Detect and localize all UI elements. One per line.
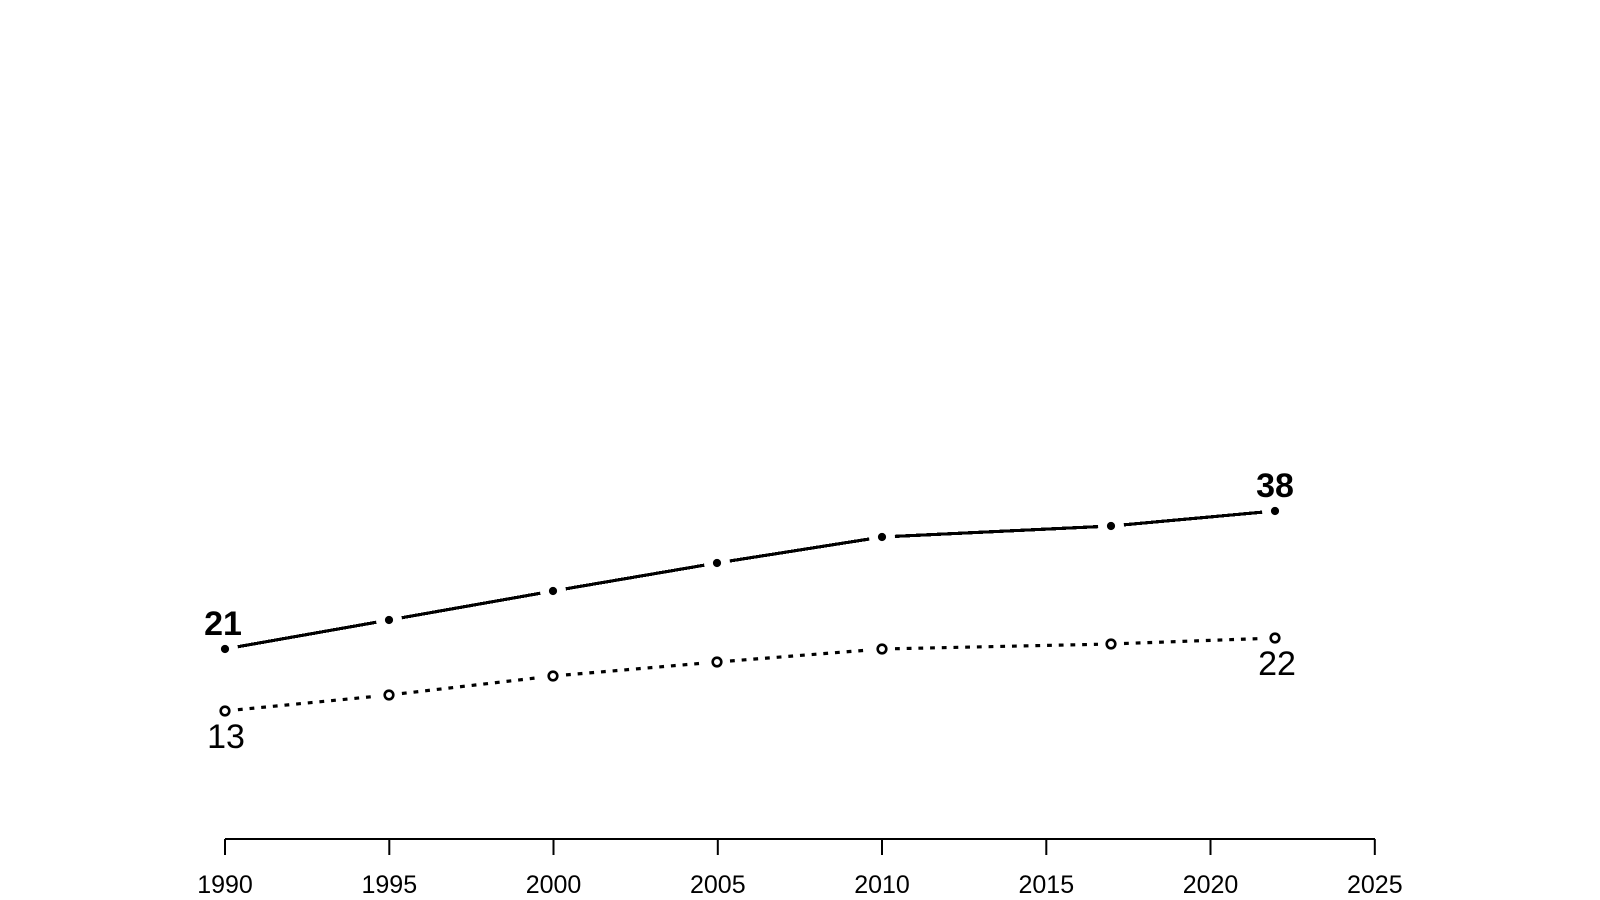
svg-text:22: 22 — [1258, 645, 1296, 683]
svg-text:2005: 2005 — [690, 871, 746, 899]
svg-text:2020: 2020 — [1183, 871, 1239, 899]
svg-text:1995: 1995 — [361, 871, 417, 899]
svg-text:1990: 1990 — [197, 871, 253, 899]
svg-text:21: 21 — [204, 605, 242, 643]
svg-text:2015: 2015 — [1018, 871, 1074, 899]
svg-text:13: 13 — [207, 718, 245, 756]
svg-text:2000: 2000 — [526, 871, 582, 899]
svg-text:2010: 2010 — [854, 871, 910, 899]
svg-text:2025: 2025 — [1347, 871, 1403, 899]
svg-text:38: 38 — [1256, 467, 1294, 505]
